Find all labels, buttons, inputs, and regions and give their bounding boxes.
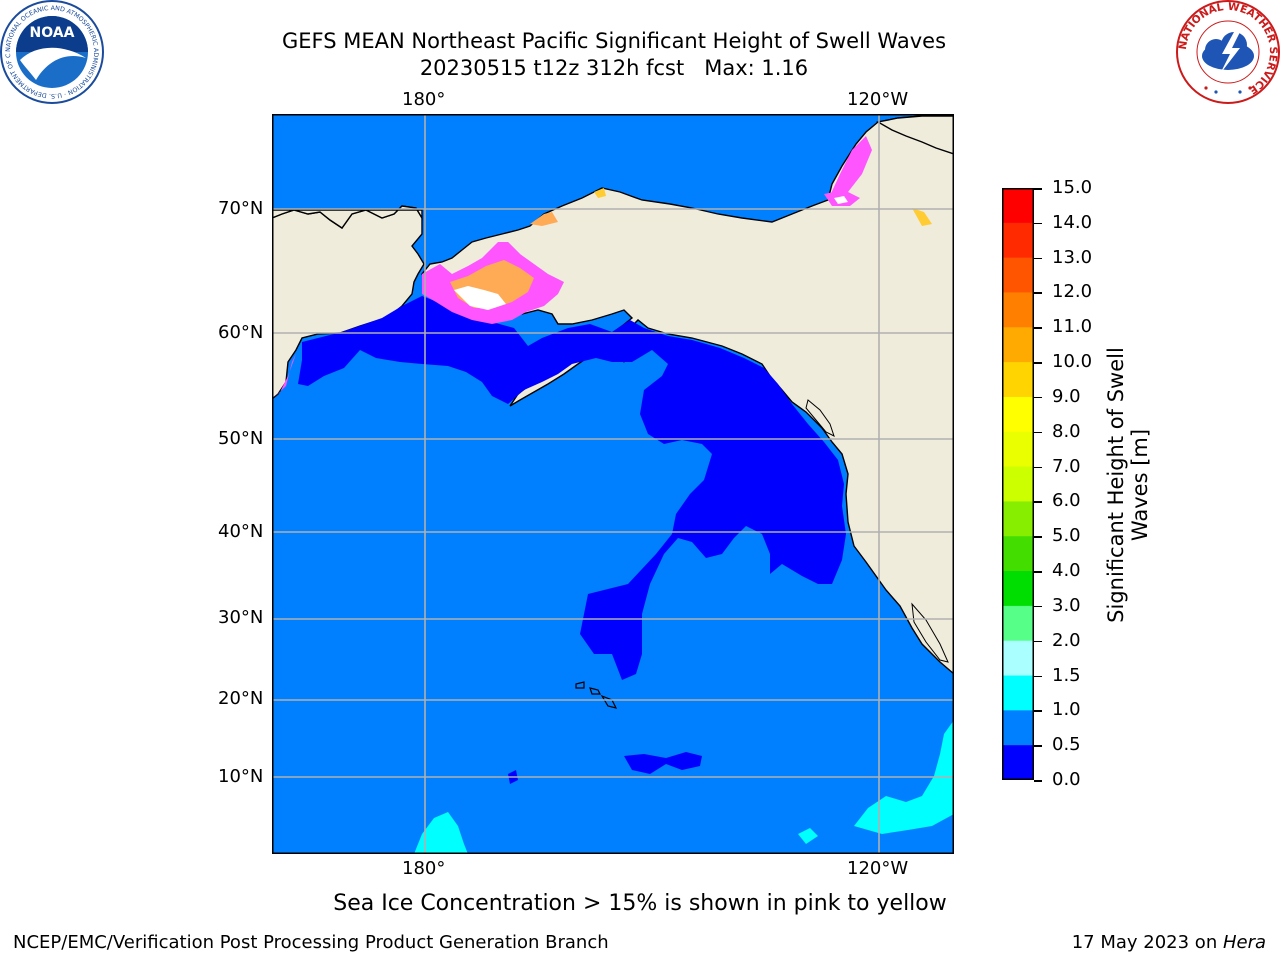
colorbar-swatch <box>1002 431 1034 468</box>
colorbar-tick-label: 1.5 <box>1052 664 1081 686</box>
colorbar-tick-mark <box>1034 222 1042 225</box>
colorbar-swatch <box>1002 257 1034 293</box>
lat-label-60n: 60°N <box>218 322 264 343</box>
colorbar-tick-mark <box>1034 292 1042 294</box>
colorbar-swatch <box>1002 640 1034 677</box>
colorbar-tick-label: 15.0 <box>1052 177 1093 198</box>
colorbar-swatch <box>1002 536 1034 572</box>
lat-label-20n: 20°N <box>218 688 264 709</box>
noaa-wordmark: NOAA <box>30 25 75 41</box>
footer-date-text: 17 May 2023 on <box>1071 932 1223 953</box>
colorbar-tick-mark <box>1034 431 1042 434</box>
colorbar <box>1002 188 1034 781</box>
lat-label-10n: 10°N <box>218 766 264 787</box>
footer-host: Hera <box>1222 932 1266 953</box>
colorbar-swatch <box>1002 466 1034 502</box>
noaa-logo: NATIONAL OCEANIC AND ATMOSPHERIC ADMINIS… <box>0 0 104 104</box>
swell-height-map <box>271 114 955 854</box>
colorbar-frame <box>1002 188 1034 780</box>
colorbar-tick-label: 12.0 <box>1052 281 1093 303</box>
colorbar-swatch <box>1002 292 1034 328</box>
colorbar-tick-label: 10.0 <box>1052 351 1093 373</box>
colorbar-swatch <box>1002 605 1034 642</box>
lon-label-bottom-120w: 120°W <box>847 858 909 879</box>
colorbar-tick-label: 13.0 <box>1052 246 1093 268</box>
lat-label-40n: 40°N <box>218 521 264 542</box>
colorbar-tick-label: 3.0 <box>1052 594 1081 616</box>
lat-label-70n: 70°N <box>218 198 264 219</box>
sea-ice-overlay <box>272 136 932 399</box>
lat-label-50n: 50°N <box>218 428 264 449</box>
swell-region-0-0-5 <box>298 296 846 680</box>
colorbar-tick-label: 8.0 <box>1052 420 1081 442</box>
colorbar-tick-label: 2.0 <box>1052 629 1081 651</box>
colorbar-tick-mark <box>1034 257 1042 260</box>
colorbar-tick-mark <box>1034 362 1042 364</box>
colorbar-tick-mark <box>1034 396 1042 399</box>
colorbar-tick-label: 5.0 <box>1052 525 1081 547</box>
land-chukotka <box>271 205 423 229</box>
land-vancouver-island <box>805 399 835 437</box>
colorbar-tick-label: 0.0 <box>1052 769 1081 790</box>
colorbar-swatch <box>1002 396 1034 433</box>
colorbar-swatch <box>1002 327 1034 363</box>
colorbar-swatch <box>1002 710 1034 746</box>
colorbar-tick-mark <box>1034 536 1042 538</box>
colorbar-tick-mark <box>1034 745 1042 747</box>
colorbar-tick-mark <box>1034 571 1042 573</box>
map-title-line2: 20230515 t12z 312h fcst Max: 1.16 <box>419 56 809 80</box>
colorbar-tick-mark <box>1034 327 1042 329</box>
colorbar-tick-mark <box>1034 605 1042 608</box>
colorbar-tick-label: 1.0 <box>1052 699 1081 721</box>
sea-ice-note: Sea Ice Concentration > 15% is shown in … <box>333 891 947 916</box>
colorbar-swatch <box>1002 222 1034 259</box>
colorbar-swatch <box>1002 571 1034 607</box>
colorbar-tick-mark <box>1034 501 1042 503</box>
graticule <box>272 114 954 854</box>
colorbar-tick-mark <box>1034 640 1042 643</box>
lon-label-bottom-180: 180° <box>402 858 446 879</box>
colorbar-tick-label: 11.0 <box>1052 316 1093 338</box>
map-title-line1: GEFS MEAN Northeast Pacific Significant … <box>281 29 947 53</box>
swell-region-1-0-1-5-south <box>414 812 468 854</box>
swell-patch-equatorial <box>624 752 702 774</box>
colorbar-swatch <box>1002 188 1034 224</box>
map-frame <box>272 114 954 854</box>
colorbar-tick-mark <box>1034 188 1042 190</box>
lon-label-top-180: 180° <box>402 89 446 110</box>
colorbar-swatch <box>1002 675 1034 711</box>
colorbar-tick-label: 7.0 <box>1052 455 1081 477</box>
colorbar-swatch <box>1002 501 1034 537</box>
colorbar-tick-mark <box>1034 710 1042 712</box>
colorbar-tick-label: 4.0 <box>1052 560 1081 582</box>
colorbar-swatch <box>1002 362 1034 398</box>
colorbar-label-line1: Significant Height of Swell <box>1104 347 1128 623</box>
land-hawaii <box>575 681 618 709</box>
colorbar-tick-mark <box>1034 780 1042 782</box>
footer-branch: NCEP/EMC/Verification Post Processing Pr… <box>13 932 609 953</box>
colorbar-label: Significant Height of Swell Waves [m] <box>1104 315 1152 655</box>
footer-date: 17 May 2023 on Hera <box>1072 933 1266 953</box>
colorbar-tick-mark <box>1034 466 1042 469</box>
colorbar-swatch <box>1002 745 1034 781</box>
lat-label-30n: 30°N <box>218 607 264 628</box>
colorbar-tick-mark <box>1034 675 1042 678</box>
colorbar-label-line2: Waves [m] <box>1128 428 1152 542</box>
lon-label-top-120w: 120°W <box>847 89 909 110</box>
colorbar-tick-label: 14.0 <box>1052 211 1093 233</box>
colorbar-tick-label: 9.0 <box>1052 385 1081 407</box>
land-arctic-island <box>876 115 955 155</box>
colorbar-tick-label: 6.0 <box>1052 490 1081 512</box>
nws-logo: NATIONAL WEATHER SERVICE <box>1176 0 1280 104</box>
colorbar-tick-label: 0.5 <box>1052 734 1081 756</box>
swell-patch-cyan-small <box>798 828 818 844</box>
